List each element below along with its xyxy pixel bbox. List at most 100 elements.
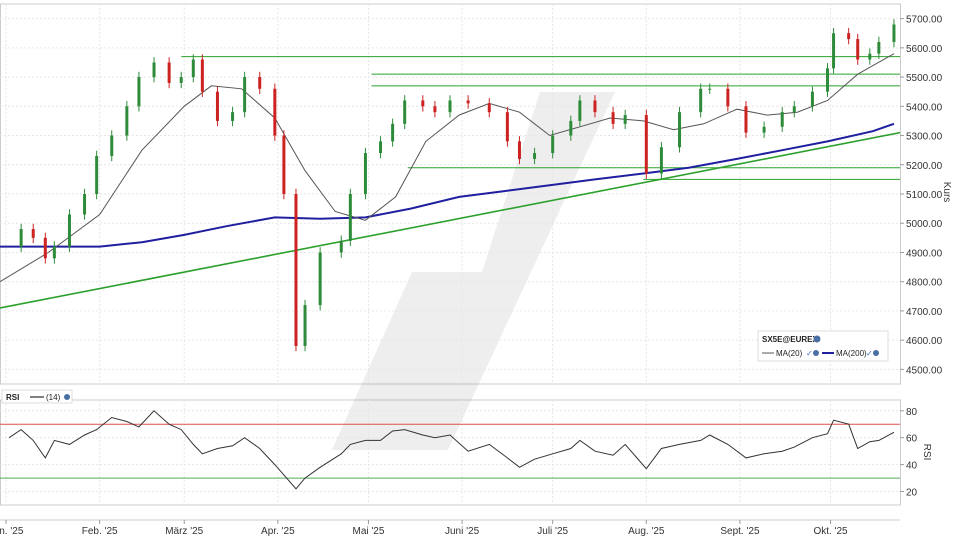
x-tick-label: Aug. '25 — [628, 526, 665, 537]
x-tick-label: Apr. '25 — [261, 526, 295, 537]
candle-body — [810, 91, 814, 107]
legend-settings-icon[interactable] — [813, 350, 819, 356]
price-tick-label: 5300.00 — [906, 132, 943, 143]
candle-body — [348, 194, 352, 241]
candle-body — [31, 229, 35, 238]
price-tick-label: 5100.00 — [906, 190, 943, 201]
candle-body — [644, 115, 648, 174]
candle-body — [363, 153, 367, 194]
rsi-settings-icon[interactable] — [64, 394, 70, 400]
candle-body — [95, 156, 99, 194]
rsi-tick-label: 20 — [906, 488, 918, 499]
rsi-grid — [0, 410, 900, 493]
price-tick-label: 5200.00 — [906, 161, 943, 172]
legend-check-icon[interactable]: ✓ — [806, 349, 813, 358]
x-tick-label: Mai '25 — [352, 526, 384, 537]
candle-body — [303, 305, 307, 346]
candle-body — [659, 147, 663, 174]
rsi-tick-label: 60 — [906, 434, 918, 445]
candle-body — [726, 88, 730, 107]
candle-body — [505, 112, 509, 142]
candle-body — [611, 112, 615, 124]
price-tick-label: 5000.00 — [906, 219, 943, 230]
candle-body — [892, 24, 896, 42]
candle-body — [67, 214, 71, 247]
candle-body — [179, 77, 183, 83]
candle-body — [699, 88, 703, 113]
legend-info-icon[interactable] — [813, 335, 821, 343]
rsi-tick-label: 80 — [906, 407, 918, 418]
rsi-legend-period: (14) — [46, 393, 61, 402]
price-tick-label: 5500.00 — [906, 73, 943, 84]
x-tick-label: Feb. '25 — [82, 526, 118, 537]
candle-body — [868, 53, 872, 60]
candle-body — [379, 141, 383, 154]
watermark — [332, 92, 615, 450]
candle-body — [231, 112, 235, 121]
rsi-tick-label: 40 — [906, 461, 918, 472]
candle-body — [762, 126, 766, 133]
candle-body — [167, 62, 171, 83]
candle-body — [792, 106, 796, 113]
rsi-panel-border — [0, 399, 901, 506]
candle-body — [294, 194, 298, 346]
candle-body — [832, 33, 836, 69]
candle-body — [125, 106, 129, 136]
x-tick-label: März '25 — [165, 526, 203, 537]
price-tick-label: 5400.00 — [906, 102, 943, 113]
price-candles — [19, 19, 896, 352]
candle-body — [19, 229, 23, 247]
legend-check-icon[interactable]: ✓ — [866, 349, 873, 358]
candle-body — [273, 88, 277, 136]
candle-body — [448, 100, 452, 113]
rsi-y-axis: 20 40 60 80 RSI — [900, 407, 932, 499]
candle-body — [826, 68, 830, 92]
price-tick-label: 4600.00 — [906, 336, 943, 347]
candle-body — [744, 106, 748, 133]
trend-lines — [0, 56, 901, 309]
candle-body — [191, 59, 195, 78]
price-tick-label: 4800.00 — [906, 278, 943, 289]
candle-body — [215, 91, 219, 121]
ma20-path — [0, 53, 895, 283]
candle-body — [83, 194, 87, 215]
candle-body — [318, 252, 322, 306]
legend-item-label: MA(20) — [776, 349, 803, 358]
candle-body — [403, 100, 407, 124]
ma200-line — [0, 122, 895, 248]
price-tick-label: 4700.00 — [906, 307, 943, 318]
candle-body — [623, 115, 627, 124]
candle-body — [137, 77, 141, 107]
rsi-path — [8, 410, 895, 490]
x-tick-label: Jan. '25 — [0, 526, 24, 537]
x-tick-label: Juli '25 — [537, 526, 568, 537]
legend-settings-icon[interactable] — [873, 350, 879, 356]
candle-body — [678, 112, 682, 148]
candle-body — [282, 135, 286, 194]
candle-body — [569, 120, 573, 136]
x-tick-label: Sept. '25 — [720, 526, 760, 537]
candle-body — [391, 123, 395, 142]
x-tick-label: Okt. '25 — [813, 526, 848, 537]
candle-body — [52, 246, 56, 259]
price-tick-label: 4900.00 — [906, 248, 943, 259]
candle-body — [847, 33, 851, 40]
candle-body — [517, 141, 521, 159]
candle-body — [487, 103, 491, 113]
candle-body — [43, 237, 47, 259]
rsi-line — [8, 410, 895, 490]
candle-body — [708, 88, 712, 90]
rsi-y-axis-label: RSI — [921, 444, 932, 461]
price-legend-box — [757, 330, 889, 362]
x-tick-label: Juni '25 — [445, 526, 480, 537]
candle-body — [339, 240, 343, 253]
legend-instrument-label: SX5E@EUREX — [762, 335, 818, 344]
candle-body — [152, 62, 156, 78]
price-grid — [0, 4, 900, 505]
x-axis: Jan. '25 Feb. '25 März '25 Apr. '25 Mai '25 J… — [0, 520, 848, 537]
ma200-path — [0, 122, 895, 248]
candle-body — [551, 135, 555, 154]
